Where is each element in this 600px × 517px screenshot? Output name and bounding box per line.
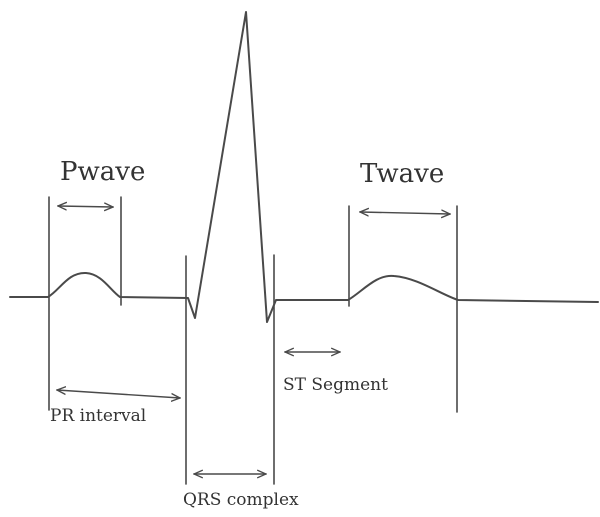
- ecg-waveform: [9, 11, 599, 323]
- p-wave-label: Pwave: [60, 157, 145, 187]
- qrs-complex-label: QRS complex: [183, 490, 299, 510]
- st-segment-label: ST Segment: [283, 375, 388, 395]
- p-wave-arrow: [58, 206, 113, 207]
- t-wave-label: Twave: [360, 159, 444, 189]
- t-wave-arrow: [360, 212, 450, 214]
- pr-interval-arrow: [57, 390, 180, 398]
- pr-interval-label: PR interval: [50, 406, 146, 426]
